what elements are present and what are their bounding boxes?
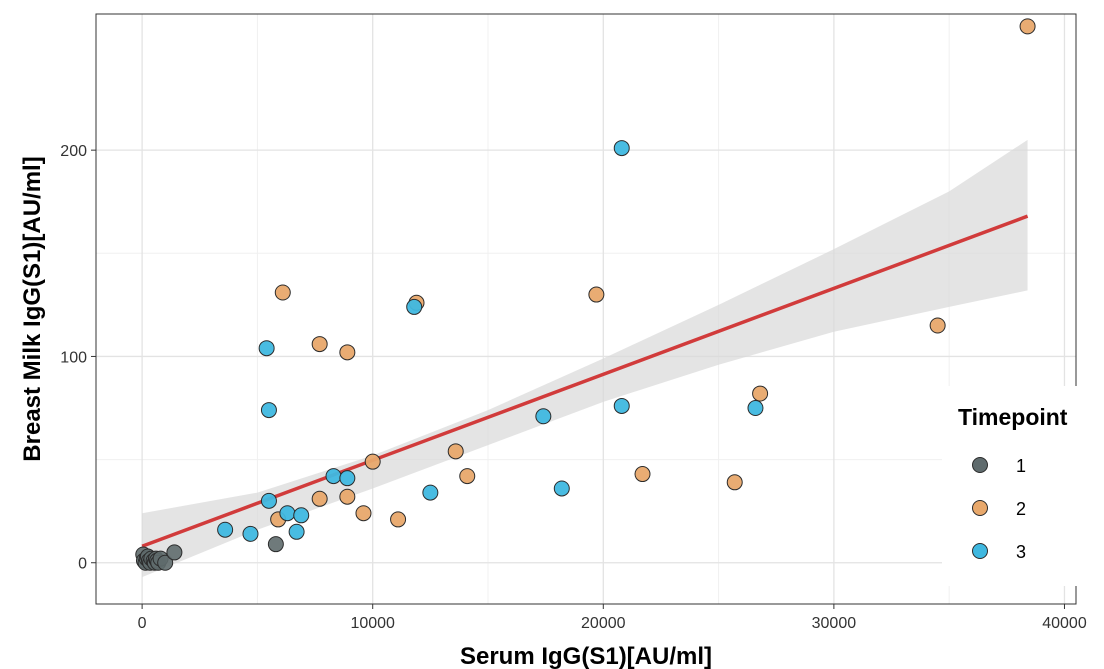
data-point-timepoint-3 — [747, 400, 764, 417]
legend-label: 1 — [1016, 456, 1026, 476]
data-point-timepoint-3 — [422, 484, 439, 501]
legend-label: 3 — [1016, 542, 1026, 562]
data-point-timepoint-2 — [459, 468, 476, 485]
data-point-timepoint-2 — [311, 336, 328, 353]
data-points — [135, 18, 1036, 571]
plot-panel — [95, 13, 1077, 605]
data-point-timepoint-2 — [752, 385, 769, 402]
x-tick-label: 0 — [138, 615, 147, 632]
data-point-timepoint-3 — [258, 340, 275, 357]
data-point-timepoint-1 — [267, 536, 284, 553]
data-point-timepoint-3 — [260, 492, 277, 509]
data-point-timepoint-3 — [613, 397, 630, 414]
x-axis: 0 10000 20000 30000 40000 — [138, 604, 1087, 632]
legend-key-2 — [972, 500, 988, 516]
data-point-timepoint-1 — [166, 544, 183, 561]
y-tick-label: 200 — [60, 143, 87, 160]
x-tick-label: 30000 — [812, 615, 857, 632]
legend-key-1 — [972, 457, 988, 473]
x-tick-label: 40000 — [1042, 615, 1087, 632]
legend-key-3 — [972, 543, 988, 559]
legend-background — [942, 386, 1100, 586]
data-point-timepoint-3 — [242, 525, 259, 542]
data-point-timepoint-2 — [311, 490, 328, 507]
data-point-timepoint-2 — [390, 511, 407, 528]
data-point-timepoint-3 — [406, 298, 423, 315]
data-point-timepoint-2 — [339, 488, 356, 505]
legend-title: Timepoint — [958, 404, 1068, 430]
data-point-timepoint-2 — [447, 443, 464, 460]
data-point-timepoint-2 — [1019, 18, 1036, 35]
legend-label: 2 — [1016, 499, 1026, 519]
data-point-timepoint-3 — [325, 468, 342, 485]
data-point-timepoint-3 — [535, 408, 552, 425]
y-tick-label: 100 — [60, 349, 87, 366]
data-point-timepoint-2 — [339, 344, 356, 361]
data-point-timepoint-2 — [588, 286, 605, 303]
data-point-timepoint-2 — [274, 284, 291, 301]
data-point-timepoint-3 — [288, 523, 305, 540]
data-point-timepoint-3 — [613, 140, 630, 157]
panel-border — [95, 13, 1077, 605]
data-point-timepoint-2 — [929, 317, 946, 334]
data-point-timepoint-2 — [726, 474, 743, 491]
data-point-timepoint-3 — [217, 521, 234, 538]
y-axis-title: Breast Milk IgG(S1)[AU/ml] — [19, 156, 46, 461]
data-point-timepoint-3 — [553, 480, 570, 497]
data-point-timepoint-3 — [279, 505, 296, 522]
data-point-timepoint-3 — [293, 507, 310, 524]
regression-line — [141, 214, 1029, 548]
x-axis-title: Serum IgG(S1)[AU/ml] — [460, 643, 712, 669]
grid-lines — [96, 14, 1076, 604]
data-point-timepoint-1 — [157, 554, 174, 571]
y-tick-label: 0 — [78, 556, 87, 573]
legend: Timepoint 1 2 3 — [942, 386, 1100, 586]
y-axis: 0 100 200 — [60, 143, 96, 573]
data-point-timepoint-2 — [634, 466, 651, 483]
x-tick-label: 10000 — [350, 615, 395, 632]
data-point-timepoint-3 — [339, 470, 356, 487]
data-point-timepoint-3 — [260, 402, 277, 419]
data-point-timepoint-2 — [364, 453, 381, 470]
confidence-band — [142, 139, 1028, 578]
x-tick-label: 20000 — [581, 615, 626, 632]
data-point-timepoint-2 — [355, 505, 372, 522]
